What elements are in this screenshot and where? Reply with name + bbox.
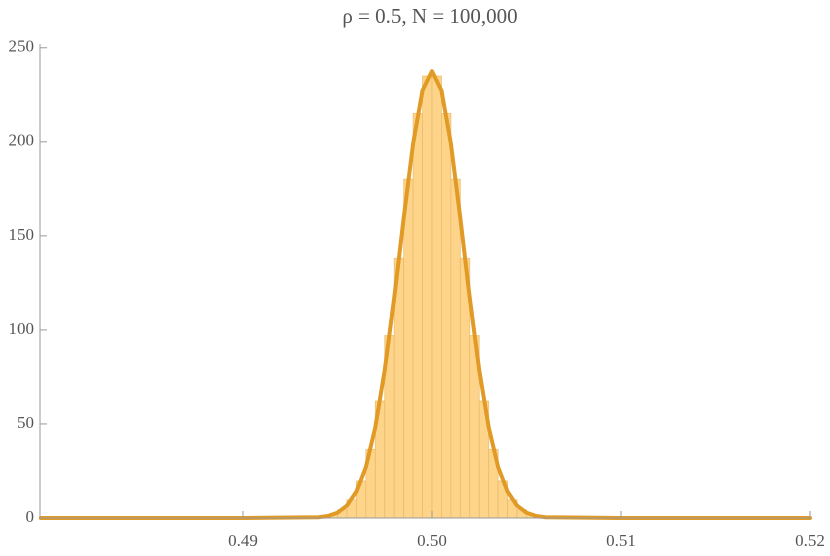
chart-title: ρ = 0.5, N = 100,000 (342, 4, 517, 28)
histogram-bar (441, 113, 452, 519)
histogram-bar (403, 178, 414, 519)
x-tick-label: 0.52 (795, 531, 825, 550)
y-tick-label: 250 (9, 37, 35, 56)
histogram-bar (431, 75, 442, 519)
histogram-bar (412, 113, 423, 519)
y-tick-label: 150 (9, 225, 35, 244)
y-tick-label: 50 (17, 413, 34, 432)
x-tick-label: 0.50 (417, 531, 447, 550)
y-tick-label: 0 (26, 507, 35, 526)
histogram-bar (422, 75, 433, 519)
fit-curve (38, 69, 812, 520)
x-tick-label: 0.51 (606, 531, 636, 550)
histogram-bar (450, 178, 461, 519)
y-tick-label: 100 (9, 319, 35, 338)
x-tick-label: 0.49 (228, 531, 258, 550)
y-tick-label: 200 (9, 131, 35, 150)
